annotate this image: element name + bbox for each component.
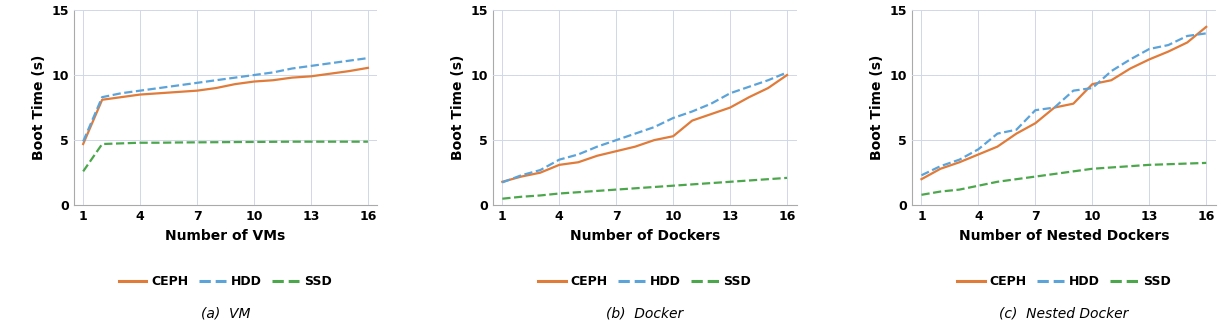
Text: (a)  VM: (a) VM	[201, 307, 251, 321]
Y-axis label: Boot Time (s): Boot Time (s)	[871, 55, 884, 160]
Y-axis label: Boot Time (s): Boot Time (s)	[32, 55, 45, 160]
X-axis label: Number of Nested Dockers: Number of Nested Dockers	[959, 229, 1169, 243]
Y-axis label: Boot Time (s): Boot Time (s)	[451, 55, 465, 160]
X-axis label: Number of VMs: Number of VMs	[166, 229, 286, 243]
Legend: CEPH, HDD, SSD: CEPH, HDD, SSD	[114, 270, 338, 293]
Text: (b)  Docker: (b) Docker	[607, 307, 683, 321]
Legend: CEPH, HDD, SSD: CEPH, HDD, SSD	[952, 270, 1175, 293]
Legend: CEPH, HDD, SSD: CEPH, HDD, SSD	[533, 270, 756, 293]
Text: (c)  Nested Docker: (c) Nested Docker	[1000, 307, 1129, 321]
X-axis label: Number of Dockers: Number of Dockers	[570, 229, 720, 243]
